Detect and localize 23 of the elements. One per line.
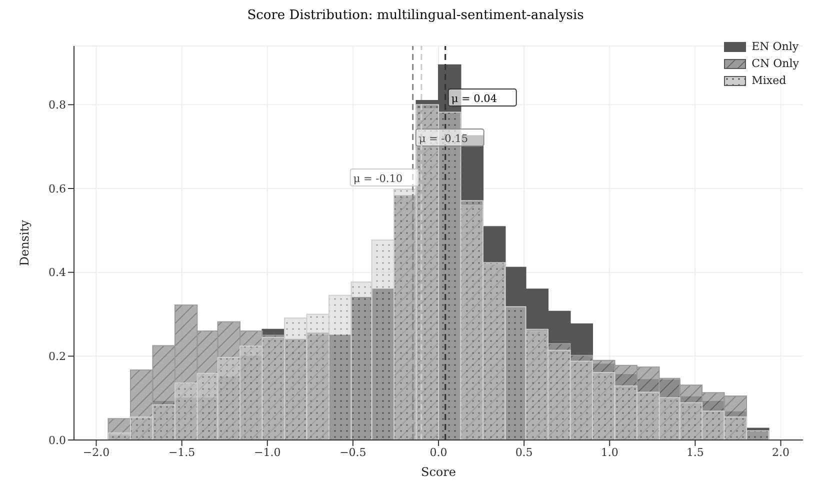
y-tick-label: 0.2 (48, 350, 66, 364)
x-tick-label: 1.5 (686, 446, 704, 459)
ref-line-label: μ = 0.04 (451, 93, 498, 105)
ref-line-label: μ = -0.15 (418, 133, 468, 145)
y-tick-label: 0.8 (48, 98, 66, 112)
x-tick-label: 0.0 (430, 446, 448, 459)
legend-label: CN Only (752, 56, 799, 72)
y-tick-label: 0.0 (48, 434, 66, 447)
x-tick-label: −1.5 (168, 446, 196, 459)
y-tick-label: 0.6 (48, 182, 66, 196)
x-tick-label: −2.0 (82, 446, 110, 459)
chart-title: Score Distribution: multilingual-sentiment-analysis (246, 8, 585, 25)
x-tick-label: 0.5 (515, 446, 533, 459)
x-tick-label: 2.0 (772, 446, 790, 459)
y-axis-title: Density (17, 220, 32, 266)
x-tick-label: 1.0 (600, 446, 618, 459)
x-axis-title: Score (420, 465, 456, 479)
x-tick-label: −1.0 (254, 446, 281, 459)
ref-line-label: μ = -0.10 (353, 173, 403, 185)
y-tick-label: 0.4 (48, 266, 66, 280)
legend-label: EN Only (752, 39, 799, 55)
legend-label: Mixed (752, 73, 786, 89)
x-tick-label: −0.5 (340, 446, 366, 459)
